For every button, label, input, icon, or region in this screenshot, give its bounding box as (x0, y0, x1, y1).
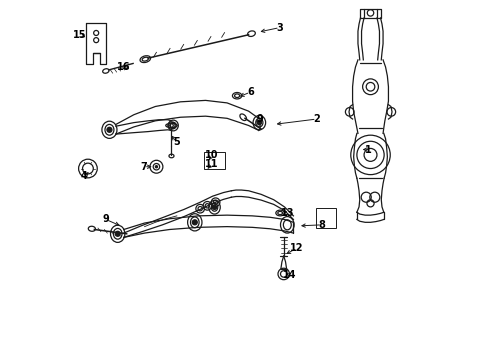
Text: 12: 12 (290, 243, 304, 253)
Text: 5: 5 (173, 138, 180, 147)
Text: 15: 15 (74, 30, 87, 40)
Text: 3: 3 (276, 23, 283, 33)
Circle shape (107, 127, 112, 132)
Circle shape (212, 205, 217, 210)
Circle shape (192, 220, 197, 225)
Text: 6: 6 (247, 87, 254, 97)
Text: 9: 9 (257, 114, 264, 124)
Circle shape (155, 166, 157, 168)
Text: 8: 8 (318, 220, 325, 230)
Circle shape (257, 121, 262, 125)
Text: 7: 7 (141, 162, 147, 172)
Text: 4: 4 (81, 171, 88, 181)
Text: 14: 14 (283, 270, 296, 280)
Text: 2: 2 (313, 114, 320, 124)
Text: 11: 11 (205, 159, 219, 169)
Text: 9: 9 (102, 215, 109, 224)
Text: 13: 13 (281, 208, 294, 218)
Text: 10: 10 (205, 150, 219, 160)
Circle shape (115, 231, 120, 236)
Text: 1: 1 (365, 144, 371, 154)
Text: 16: 16 (118, 62, 131, 72)
